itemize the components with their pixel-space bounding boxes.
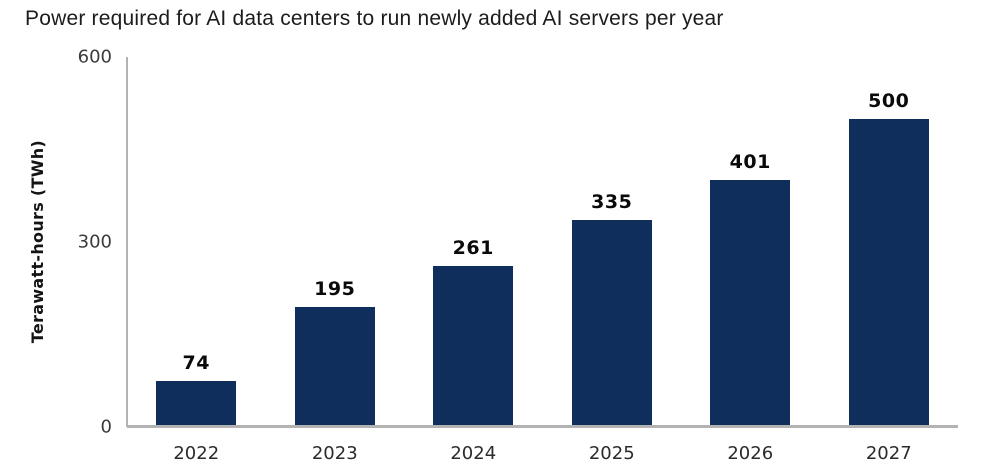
bar-value-label: 335 xyxy=(591,191,633,214)
x-tick-label: 2027 xyxy=(865,443,912,464)
bar-2024 xyxy=(433,266,514,427)
bar-value-label: 195 xyxy=(314,277,356,300)
bar-2026 xyxy=(710,179,791,427)
bar-value-label: 74 xyxy=(182,352,210,375)
y-tick-label: 300 xyxy=(77,231,112,253)
y-axis-line xyxy=(126,57,128,427)
x-tick-label: 2024 xyxy=(450,443,497,464)
chart-title: Power required for AI data centers to ru… xyxy=(25,7,724,30)
y-tick-label: 600 xyxy=(77,46,112,68)
y-tick-label: 0 xyxy=(100,416,112,438)
x-axis-line xyxy=(127,425,958,428)
bars-layer: 74 195 261 335 401 500 xyxy=(127,57,958,427)
plot-area: 74 195 261 335 401 500 xyxy=(127,57,958,428)
bar-2027 xyxy=(848,118,929,427)
bar-2025 xyxy=(571,220,652,427)
bar-value-label: 401 xyxy=(729,150,771,173)
bar-2023 xyxy=(294,306,375,427)
x-tick-label: 2023 xyxy=(311,443,358,464)
bar-value-label: 500 xyxy=(868,89,910,112)
bar-2022 xyxy=(156,381,237,427)
bar-value-label: 261 xyxy=(452,237,494,260)
x-tick-label: 2022 xyxy=(173,443,220,464)
x-tick-label: 2026 xyxy=(727,443,774,464)
x-tick-label: 2025 xyxy=(588,443,635,464)
